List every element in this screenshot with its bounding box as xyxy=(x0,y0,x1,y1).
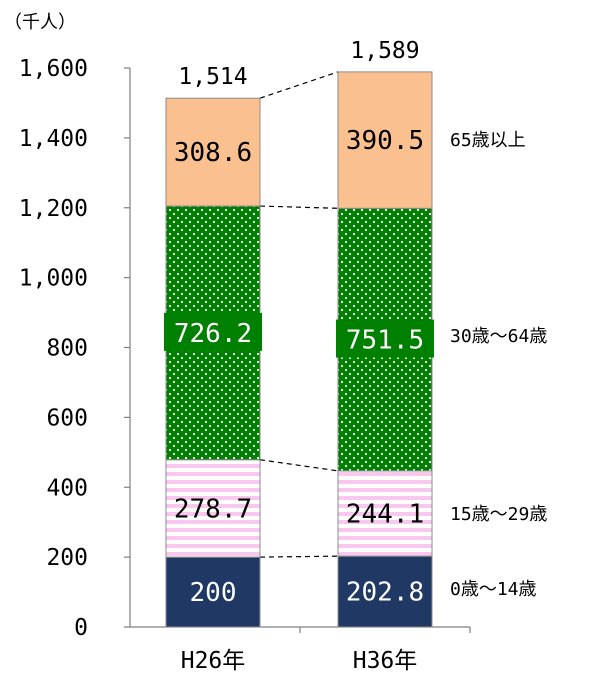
y-tick-label: 600 xyxy=(46,405,88,431)
data-label: 726.2 xyxy=(174,319,252,349)
y-tick-label: 400 xyxy=(46,475,88,501)
y-tick-label: 0 xyxy=(74,615,88,641)
total-label: 1,514 xyxy=(178,64,247,90)
legend-label: 30歳～64歳 xyxy=(450,326,547,347)
legend-label: 0歳～14歳 xyxy=(450,579,537,600)
y-tick-label: 1,200 xyxy=(19,196,88,222)
x-category-label: H26年 xyxy=(181,648,246,674)
series-connector-line xyxy=(259,205,339,209)
data-label: 244.1 xyxy=(346,500,424,530)
unit-label: （千人） xyxy=(4,12,76,33)
data-label-background xyxy=(336,319,434,358)
y-tick-label: 1,000 xyxy=(19,266,88,292)
series-connector-line xyxy=(259,459,339,472)
data-label-background xyxy=(164,312,262,351)
data-label: 202.8 xyxy=(346,578,424,608)
y-tick-label: 800 xyxy=(46,336,88,362)
y-tick-label: 1,400 xyxy=(19,126,88,152)
bar-segment xyxy=(337,71,433,209)
bar-segment xyxy=(337,470,433,557)
data-label: 751.5 xyxy=(346,326,424,356)
bar-segment xyxy=(165,97,261,207)
y-tick-label: 1,600 xyxy=(19,56,88,82)
data-label: 390.5 xyxy=(346,126,424,156)
series-connector-line xyxy=(259,71,339,99)
total-label: 1,589 xyxy=(350,38,419,64)
bar-segment xyxy=(165,556,261,628)
data-label: 200 xyxy=(190,578,237,608)
y-tick-label: 200 xyxy=(46,545,88,571)
data-label: 308.6 xyxy=(174,138,252,168)
legend-label: 15歳～29歳 xyxy=(450,504,547,525)
data-label: 278.7 xyxy=(174,494,252,524)
bar-segment xyxy=(337,555,433,628)
series-connector-line xyxy=(259,555,339,558)
legend-label: 65歳以上 xyxy=(450,130,526,151)
x-category-label: H36年 xyxy=(353,648,418,674)
bar-segment xyxy=(165,459,261,558)
